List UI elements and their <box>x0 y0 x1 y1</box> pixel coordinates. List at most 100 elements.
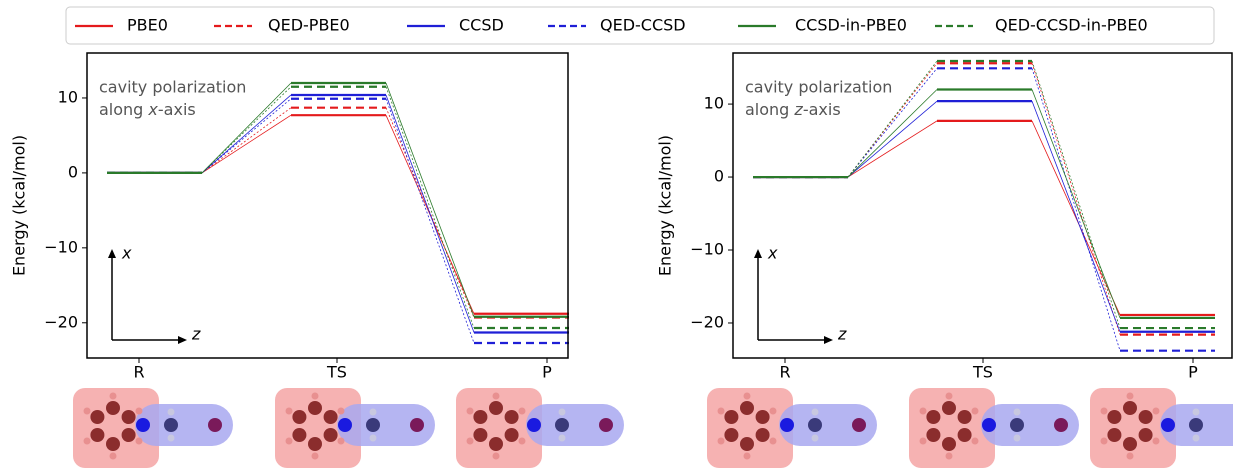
atom <box>370 435 377 442</box>
atom <box>90 428 104 442</box>
legend-label: PBE0 <box>127 16 168 35</box>
inset-axis-label: z <box>191 325 201 344</box>
annotation-part: -axis <box>158 100 196 119</box>
inset-axis-label: x <box>121 244 132 263</box>
y-tick-label: 10 <box>704 94 724 113</box>
atom <box>312 393 319 400</box>
atom <box>1139 428 1153 442</box>
atom <box>1127 453 1134 460</box>
atom <box>942 401 956 415</box>
atom <box>559 435 566 442</box>
connector <box>386 99 474 343</box>
atom <box>559 409 566 416</box>
atom <box>292 428 306 442</box>
atom <box>756 410 770 424</box>
atom <box>370 409 377 416</box>
atom <box>982 418 996 432</box>
y-tick-label: −20 <box>690 312 724 331</box>
atom <box>1152 438 1159 445</box>
atom <box>852 418 866 432</box>
atom <box>90 410 104 424</box>
x-tick-label: R <box>133 363 144 382</box>
y-tick-label: −20 <box>44 312 78 331</box>
annotation-part: -axis <box>803 100 841 119</box>
annotation: cavity polarization <box>745 78 892 97</box>
atom <box>926 410 940 424</box>
molecule <box>909 388 1079 468</box>
atom <box>1139 410 1153 424</box>
atom <box>724 410 738 424</box>
atom <box>1014 409 1021 416</box>
atom <box>338 418 352 432</box>
molecule <box>1090 388 1233 468</box>
atom <box>769 438 776 445</box>
atom <box>1189 418 1203 432</box>
y-tick-label: 0 <box>68 162 78 181</box>
atom <box>1107 428 1121 442</box>
molecule <box>73 388 233 468</box>
atom <box>168 435 175 442</box>
connector <box>848 89 937 177</box>
arrowhead <box>754 249 762 258</box>
connector <box>1032 63 1120 334</box>
atom <box>489 437 503 451</box>
atom <box>527 418 541 432</box>
y-axis-label: Energy (kcal/mol) <box>656 135 675 276</box>
connector <box>202 95 291 173</box>
atom <box>324 428 338 442</box>
atom <box>744 393 751 400</box>
atom <box>366 418 380 432</box>
connector <box>202 108 291 173</box>
atom <box>337 438 344 445</box>
connector <box>202 115 291 173</box>
arrowhead <box>108 249 116 258</box>
atom <box>518 408 525 415</box>
atom <box>808 418 822 432</box>
annotation-part: x <box>147 100 158 119</box>
connector <box>1032 68 1120 350</box>
molecule <box>275 388 435 468</box>
legend-label: QED-CCSD <box>600 16 686 35</box>
atom <box>946 453 953 460</box>
connector <box>386 95 474 333</box>
atom <box>493 453 500 460</box>
y-tick-label: −10 <box>44 237 78 256</box>
atom <box>920 438 927 445</box>
atom <box>1101 438 1108 445</box>
atom <box>286 438 293 445</box>
atom <box>971 408 978 415</box>
atom <box>1014 435 1021 442</box>
atom <box>1107 410 1121 424</box>
atom <box>135 438 142 445</box>
connector <box>848 121 937 177</box>
x-tick-label: TS <box>326 363 347 382</box>
arrowhead <box>178 336 187 344</box>
atom <box>599 418 613 432</box>
connector <box>848 101 937 177</box>
legend-label: CCSD <box>459 16 504 35</box>
atom <box>1152 408 1159 415</box>
atom <box>1193 409 1200 416</box>
atom <box>110 453 117 460</box>
atom <box>505 410 519 424</box>
connector <box>1032 61 1120 328</box>
atom <box>1010 418 1024 432</box>
connector <box>386 87 474 328</box>
atom <box>1193 435 1200 442</box>
atom <box>122 410 136 424</box>
y-tick-label: −10 <box>690 240 724 259</box>
atom <box>473 410 487 424</box>
atom <box>467 438 474 445</box>
annotation-part: along <box>745 100 794 119</box>
atom <box>208 418 222 432</box>
x-tick-label: TS <box>972 363 993 382</box>
atom <box>812 435 819 442</box>
atom <box>724 428 738 442</box>
legend-label: QED-PBE0 <box>268 16 350 35</box>
annotation: along z-axis <box>745 100 841 119</box>
y-tick-label: 10 <box>58 87 78 106</box>
atom <box>292 410 306 424</box>
atom <box>780 418 794 432</box>
atom <box>812 409 819 416</box>
annotation: along x-axis <box>99 100 196 119</box>
